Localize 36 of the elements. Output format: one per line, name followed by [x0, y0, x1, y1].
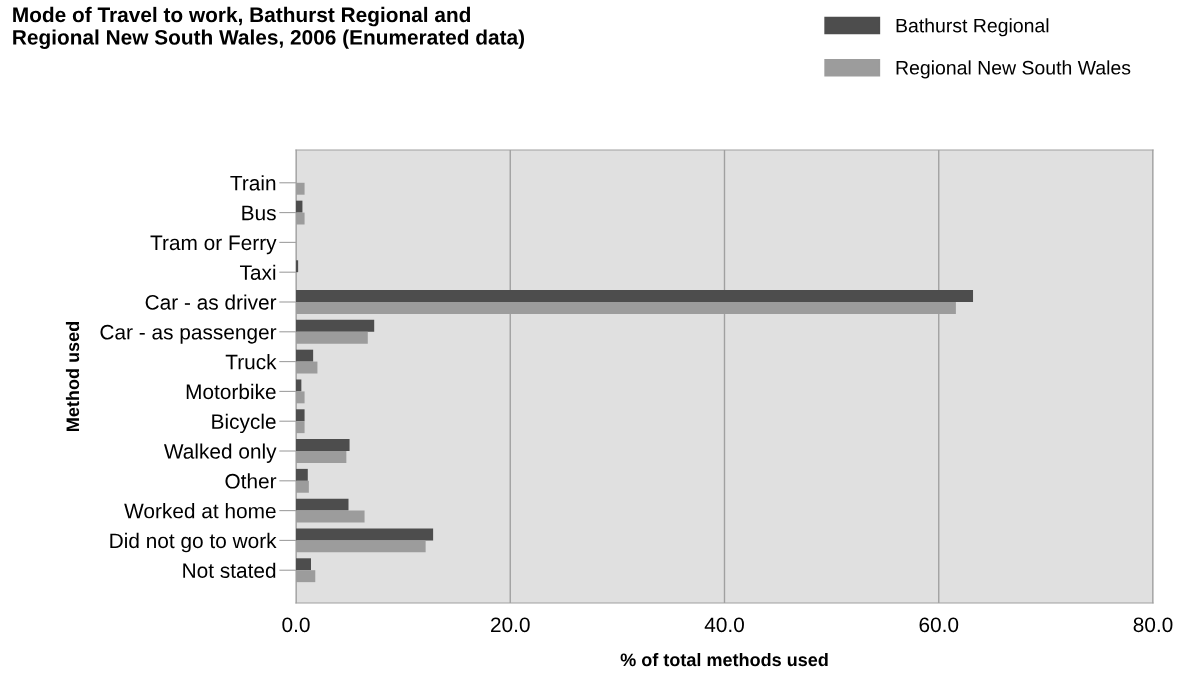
y-tick-label: Bus [242, 205, 276, 221]
x-tick-label: 20.0 [491, 617, 530, 633]
x-tick-label: 60.0 [919, 617, 959, 633]
x-tick-label: 0.0 [282, 617, 310, 633]
y-tick-label: Train [230, 175, 276, 191]
y-tick-label: Not stated [183, 562, 276, 578]
y-tick-label: Tram or Ferry [150, 235, 277, 255]
chart-title: Mode of Travel to work, Bathurst Regional and Regional New South Wales, 2006 (Enumerated data) [13, 6, 525, 49]
bar [296, 319, 375, 332]
y-tick-label: Motorbike [186, 383, 276, 400]
bar [296, 498, 349, 511]
y-tick-label: Taxi [239, 264, 276, 280]
bar [296, 290, 974, 302]
bar [296, 409, 305, 422]
x-tick-label: 80.0 [1133, 617, 1173, 633]
y-tick-label: Worked at home [124, 503, 276, 519]
y-tick-label: Other [225, 473, 277, 489]
y-tick-label: Walked only [163, 443, 277, 463]
bar [296, 260, 299, 273]
bar [296, 379, 302, 392]
y-tick-label: Did not go to work [110, 532, 277, 553]
bar [296, 439, 350, 452]
y-tick-label: Car - as passenger [100, 324, 277, 344]
y-axis-title: Method used [65, 322, 80, 431]
y-tick-label: Truck [225, 354, 277, 370]
x-tick-label: 40.0 [704, 617, 744, 633]
x-axis-title: % of total methods used [620, 652, 828, 667]
bar [296, 349, 314, 362]
y-tick-label: Car - as driver [145, 294, 277, 310]
legend-label: Bathurst Regional [896, 18, 1049, 37]
legend-label: Regional New South Wales [896, 60, 1131, 79]
bar [296, 528, 434, 541]
bar [296, 558, 311, 571]
y-tick-label: Bicycle [212, 413, 276, 434]
bar [296, 200, 303, 213]
bar [296, 468, 308, 481]
